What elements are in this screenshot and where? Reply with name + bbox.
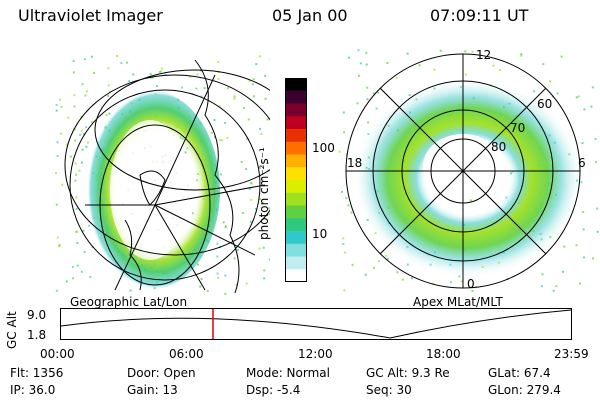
mlt-label-6: 6 [578, 156, 586, 170]
ip-value: IP: 36.0 [10, 383, 56, 397]
colorbar-swatch [285, 269, 307, 282]
geographic-latitude: GLat: 67.4 [488, 366, 551, 380]
colorbar-tick-10: 10 [312, 227, 328, 241]
orbit-altitude-timeline [60, 308, 572, 340]
colorbar-swatch [285, 192, 307, 206]
colorbar-tick-100: 100 [312, 141, 335, 155]
mlat-label-70: 70 [510, 121, 526, 135]
timeline-xtick-0600: 06:00 [169, 347, 204, 361]
altitude-curve [60, 309, 572, 339]
geographic-longitude: GLon: 279.4 [488, 383, 561, 397]
colorbar-swatch [285, 231, 307, 245]
colorbar-swatch [285, 205, 307, 219]
mlat-label-60: 60 [537, 97, 553, 111]
geographic-aurora-image [55, 55, 270, 295]
colorbar-unit-label: photon cm⁻²s⁻¹ [257, 147, 271, 240]
colorbar-swatch [285, 256, 307, 270]
mlt-label-0: 0 [467, 277, 475, 291]
left-panel-label: Geographic Lat/Lon [70, 295, 188, 309]
colorbar-swatch [285, 180, 307, 194]
colorbar [285, 78, 307, 282]
polar-grid [345, 53, 581, 289]
coastline [194, 59, 240, 294]
colorbar-swatch [285, 90, 307, 104]
dsp-value: Dsp: -5.4 [246, 383, 301, 397]
mlt-label-12: 12 [476, 48, 492, 62]
colorbar-swatch [285, 116, 307, 130]
mlat-label-80: 80 [491, 140, 507, 154]
colorbar-swatch [285, 243, 307, 257]
colorbar-swatch [285, 218, 307, 232]
right-panel-label: Apex MLat/MLT [413, 295, 503, 309]
flight-number: Flt: 1356 [10, 366, 64, 380]
colorbar-swatch [285, 78, 307, 92]
timeline-xtick-2359: 23:59 [554, 347, 589, 361]
date-label: 05 Jan 00 [272, 6, 348, 25]
timeline-ylabel: GC Alt [5, 311, 19, 349]
gain-value: Gain: 13 [127, 383, 178, 397]
timeline-ytick-max: 9.0 [27, 308, 47, 322]
polar-mlat-mlt-plot [338, 49, 599, 292]
timeline-xtick-0000: 00:00 [40, 347, 75, 361]
timeline-xtick-1200: 12:00 [298, 347, 333, 361]
mode-value: Mode: Normal [246, 366, 330, 380]
colorbar-swatch [285, 141, 307, 155]
time-label: 07:09:11 UT [430, 6, 529, 25]
timeline-xtick-1800: 18:00 [426, 347, 461, 361]
door-status: Door: Open [127, 366, 196, 380]
colorbar-swatch [285, 154, 307, 168]
colorbar-swatch [285, 103, 307, 117]
timeline-ytick-min: 1.8 [27, 328, 47, 342]
colorbar-swatch [285, 167, 307, 181]
instrument-title: Ultraviolet Imager [18, 6, 163, 25]
colorbar-swatch [285, 129, 307, 143]
sequence-number: Seq: 30 [366, 383, 412, 397]
mlt-label-18: 18 [347, 156, 363, 170]
geographic-grid [64, 69, 270, 291]
gc-altitude: GC Alt: 9.3 Re [366, 366, 450, 380]
